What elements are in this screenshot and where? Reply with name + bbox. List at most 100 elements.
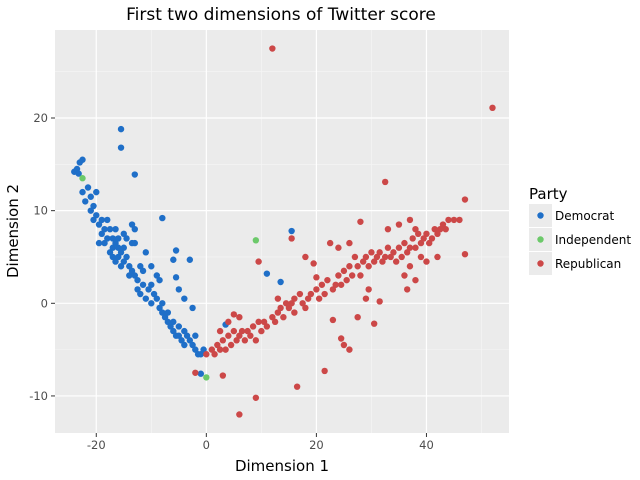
independent-point — [79, 175, 86, 182]
democrat-point — [117, 144, 125, 151]
republican-point — [354, 313, 361, 321]
republican-point — [335, 244, 342, 251]
republican-point — [329, 286, 337, 293]
republican-point — [337, 335, 345, 342]
republican-point — [302, 304, 309, 312]
republican-point — [216, 346, 224, 353]
republican-point — [310, 260, 317, 267]
republican-point — [255, 318, 262, 326]
democrat-point — [175, 323, 183, 330]
republican-point — [255, 258, 262, 265]
democrat-point — [134, 286, 141, 293]
republican-point — [417, 239, 425, 247]
democrat-point — [98, 216, 105, 224]
republican-point — [445, 216, 452, 224]
democrat-point — [104, 216, 111, 224]
republican-point — [285, 304, 293, 312]
republican-point — [351, 253, 359, 261]
republican-point — [203, 351, 210, 358]
democrat-point — [87, 207, 94, 214]
democrat-point — [101, 225, 108, 233]
democrat-point — [175, 332, 183, 339]
republican-point — [362, 253, 370, 261]
legend-label-republican: Republican — [555, 257, 621, 271]
x-tick-label: 20 — [309, 438, 324, 452]
x-tick-label: 40 — [419, 438, 434, 452]
democrat-point — [112, 225, 119, 233]
republican-point — [415, 230, 422, 238]
republican-point — [260, 318, 268, 326]
republican-point — [346, 239, 353, 247]
democrat-point — [170, 327, 177, 335]
democrat-point — [112, 239, 119, 247]
republican-point — [296, 290, 304, 298]
republican-point — [343, 276, 350, 284]
democrat-point — [120, 230, 127, 238]
republican-point — [384, 225, 392, 233]
legend: Party Democrat Independent Republican — [529, 185, 631, 275]
democrat-point — [131, 239, 138, 247]
republican-point — [225, 318, 232, 326]
republican-point — [304, 295, 312, 302]
legend-label-independent: Independent — [555, 233, 631, 247]
democrat-point — [142, 295, 149, 302]
democrat-point — [167, 323, 174, 330]
republican-point — [456, 216, 463, 224]
republican-point — [409, 235, 416, 242]
democrat-point — [181, 341, 188, 349]
republican-point — [387, 253, 394, 261]
democrat-point — [131, 272, 138, 279]
y-axis-ticks: -10 0 10 20 — [29, 111, 55, 403]
independent-point — [203, 374, 210, 381]
democrat-point — [95, 239, 103, 247]
democrat-point — [150, 290, 158, 298]
x-tick-label: -20 — [87, 438, 106, 452]
republican-point — [381, 178, 389, 186]
democrat-point — [277, 278, 284, 286]
democrat-point — [159, 214, 166, 222]
republican-point — [252, 337, 260, 344]
republican-point — [354, 263, 361, 270]
republican-point — [357, 218, 364, 225]
republican-point — [348, 272, 356, 279]
republican-point — [249, 323, 257, 330]
democrat-point — [148, 281, 155, 288]
y-tick-label: -10 — [29, 389, 48, 403]
republican-point — [417, 253, 425, 261]
democrat-point — [153, 295, 161, 302]
democrat-point — [126, 263, 133, 270]
republican-point — [291, 309, 298, 316]
x-axis-label: Dimension 1 — [235, 457, 329, 475]
republican-point — [214, 341, 221, 349]
democrat-point — [197, 351, 205, 358]
democrat-point — [139, 267, 147, 275]
democrat-point — [134, 276, 141, 284]
democrat-point — [159, 300, 166, 307]
republican-point — [365, 286, 372, 293]
democrat-point — [104, 235, 111, 242]
republican-point — [368, 249, 375, 256]
republican-point — [346, 263, 353, 270]
republican-point — [406, 216, 414, 224]
republican-point — [340, 267, 348, 275]
democrat-point — [172, 274, 180, 281]
democrat-point — [79, 156, 86, 163]
republican-point — [420, 235, 427, 242]
republican-point — [318, 281, 326, 288]
republican-point — [337, 281, 345, 288]
republican-point — [282, 300, 290, 307]
republican-point — [236, 332, 243, 339]
republican-point — [395, 244, 403, 251]
democrat-point — [153, 272, 161, 279]
democrat-point — [126, 272, 133, 279]
republican-point — [269, 45, 276, 52]
democrat-point — [148, 300, 155, 307]
democrat-point — [172, 247, 180, 254]
republican-point — [307, 290, 315, 298]
republican-point — [269, 313, 276, 321]
republican-point — [230, 311, 238, 318]
republican-point — [376, 298, 383, 305]
republican-point — [263, 323, 271, 330]
democrat-point — [164, 309, 172, 316]
